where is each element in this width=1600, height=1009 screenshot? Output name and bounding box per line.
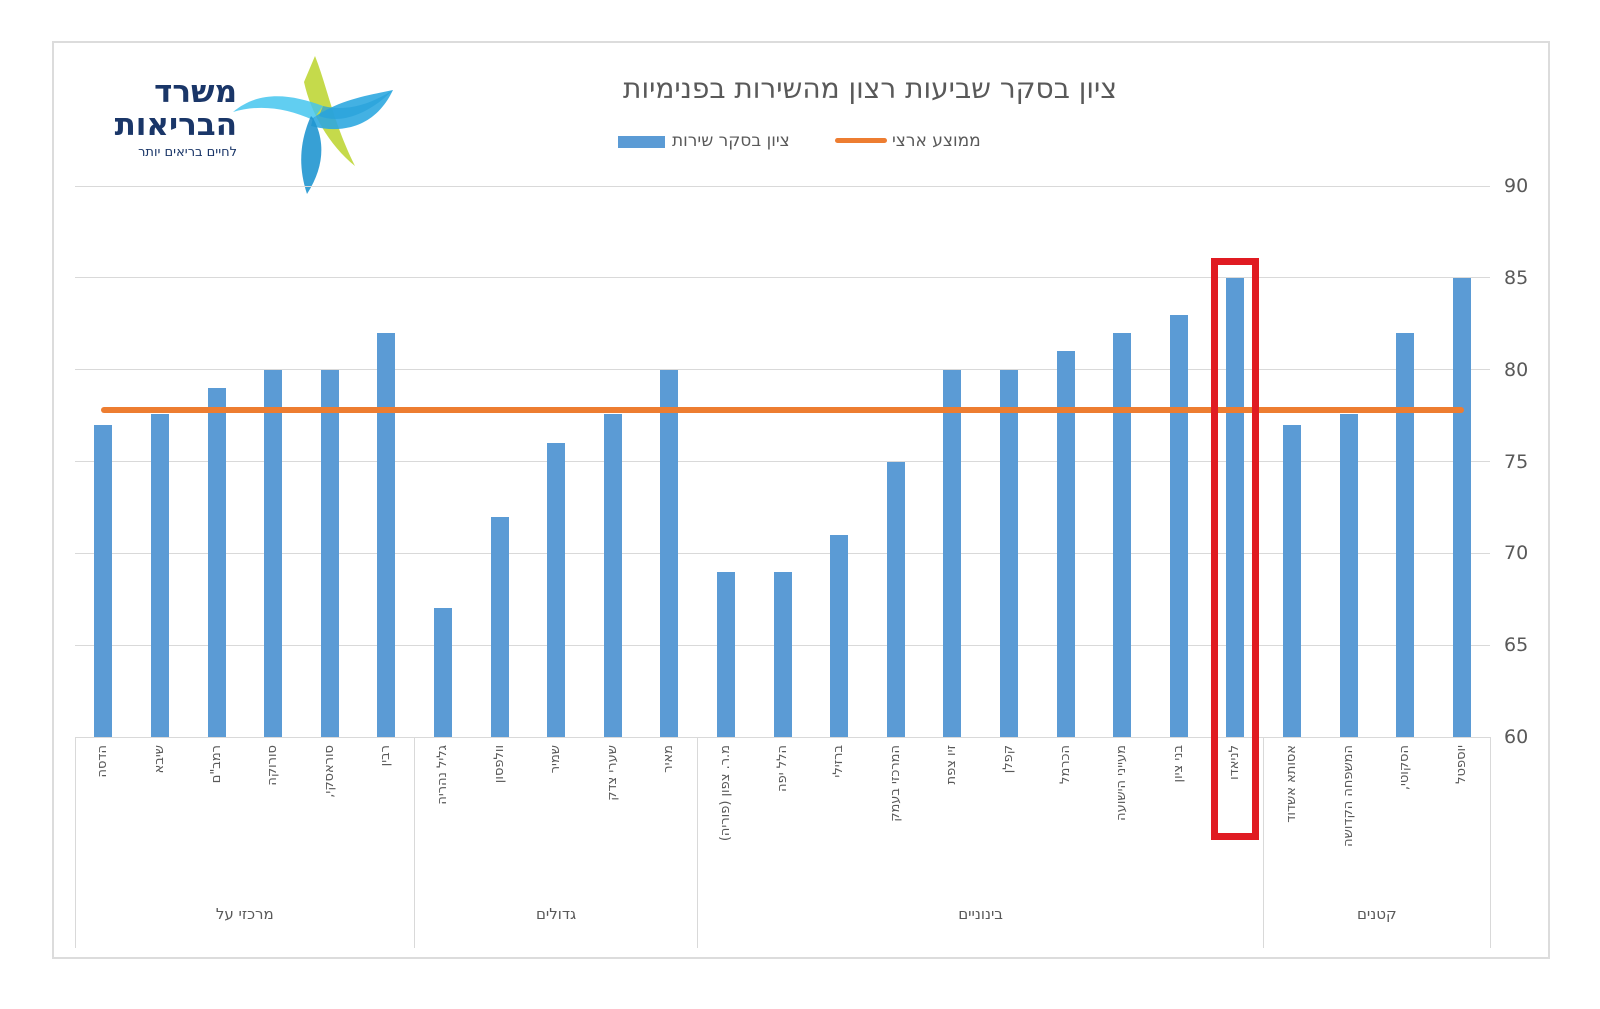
national-average-line: [101, 407, 1464, 414]
category-label-20: בני ציון: [1170, 745, 1186, 783]
logo-tagline: לחיים בריאים יותר: [138, 145, 237, 161]
gridline-70: [75, 552, 1490, 554]
category-label-9: שמיר: [548, 745, 564, 774]
category-label-17: קפלן: [1000, 745, 1016, 774]
legend-bar-label: ציון בסקר שירות: [672, 131, 790, 151]
group-separator-2: [697, 737, 699, 948]
bar-18-הכרמל: [1056, 351, 1075, 737]
bar-12-מ.ר. צפון (פוריה): [716, 571, 735, 737]
category-label-7: גליל נהריה: [434, 745, 450, 805]
category-label-15: המרכזי בעמק: [887, 745, 903, 822]
bar-7-גליל נהריה: [433, 608, 452, 737]
gridline-90: [75, 185, 1490, 187]
category-label-12: מ.ר. צפון (פוריה): [717, 745, 733, 842]
bar-20-בני ציון: [1169, 314, 1188, 737]
highlight-box: [1211, 258, 1260, 840]
y-axis-label-90: 90: [1504, 175, 1529, 197]
bar-22-אסותא אשדוד: [1282, 424, 1301, 737]
category-label-16: זיו צפת: [944, 745, 960, 785]
legend-bar-swatch: [618, 136, 665, 148]
bar-5-סוראסקי,: [320, 369, 339, 737]
category-label-18: הכרמל: [1057, 745, 1073, 784]
category-label-14: ברזילי: [831, 745, 847, 778]
category-label-19: מעייני הישועה: [1114, 745, 1130, 821]
group-label-גדולים: גדולים: [535, 905, 577, 923]
category-label-5: סוראסקי,: [321, 745, 337, 798]
bar-16-זיו צפת: [943, 369, 962, 737]
bar-11-מאיר: [660, 369, 679, 737]
y-axis-label-60: 60: [1504, 726, 1529, 748]
bar-8-וולפסון: [490, 516, 509, 737]
category-label-10: שערי צדק: [604, 745, 620, 801]
bar-6-רבין: [377, 332, 396, 737]
category-label-22: אסותא אשדוד: [1283, 745, 1299, 823]
logo-text: משרד הבריאות לחיים בריאים יותר: [59, 76, 237, 160]
bar-23-המשפחה הקדושה: [1339, 413, 1358, 737]
y-axis-label-85: 85: [1504, 266, 1529, 289]
x-axis-line: [75, 736, 1490, 738]
legend-line-swatch: [835, 138, 887, 143]
bar-24-הסקוטי,: [1396, 332, 1415, 737]
group-label-בינוניים: בינוניים: [958, 905, 1003, 923]
group-separator-4: [1489, 737, 1491, 948]
bar-3-רמב"ם: [207, 388, 226, 737]
category-label-11: מאיר: [661, 745, 677, 773]
group-label-קטנים: קטנים: [1356, 905, 1397, 923]
y-axis-label-70: 70: [1504, 542, 1529, 565]
bar-9-שמיר: [547, 443, 566, 737]
bar-25-יוספטל: [1452, 277, 1471, 737]
star-logo-icon: [227, 54, 402, 200]
bar-2-שיבא: [150, 413, 169, 737]
y-axis-label-65: 65: [1504, 634, 1529, 657]
bar-21-לניאדו: [1226, 277, 1245, 737]
y-axis-label-75: 75: [1504, 450, 1529, 473]
logo-title-line1: משרד: [154, 74, 237, 110]
gridline-75: [75, 461, 1490, 462]
bar-19-מעייני הישועה: [1113, 332, 1132, 737]
legend-line-label: ממוצע ארצי: [892, 131, 981, 151]
bar-15-המרכזי בעמק: [886, 461, 905, 737]
group-separator-0: [74, 737, 76, 948]
chart-title: ציון בסקר שביעות רצון מהשירות בפנימיות: [623, 72, 1117, 105]
group-separator-1: [414, 737, 416, 948]
bar-10-שערי צדק: [603, 413, 622, 737]
group-separator-3: [1263, 737, 1265, 948]
category-label-8: וולפסון: [491, 745, 507, 784]
category-label-24: הסקוטי,: [1397, 745, 1413, 791]
logo-title-line2: הבריאות: [114, 106, 237, 143]
category-label-13: הלל יפה: [774, 745, 790, 792]
bar-13-הלל יפה: [773, 571, 792, 737]
gridline-85: [75, 277, 1490, 279]
bar-4-סורוקה: [264, 369, 283, 737]
category-label-25: יוספטל: [1453, 745, 1469, 784]
y-axis-label-80: 80: [1504, 358, 1529, 381]
bar-14-ברזילי: [830, 534, 849, 737]
category-label-1: הדסה: [95, 745, 111, 778]
bar-17-קפלן: [999, 369, 1018, 737]
category-label-4: סורוקה: [265, 745, 281, 786]
group-label-מרכזי על: מרכזי על: [215, 905, 274, 923]
category-label-3: רמב"ם: [208, 745, 224, 784]
bar-1-הדסה: [94, 424, 113, 737]
category-label-2: שיבא: [151, 745, 167, 774]
category-label-6: רבין: [378, 745, 394, 767]
ministry-of-health-logo: משרד הבריאות לחיים בריאים יותר: [59, 56, 399, 195]
category-label-23: המשפחה הקדושה: [1340, 745, 1356, 847]
gridline-80: [75, 369, 1490, 371]
